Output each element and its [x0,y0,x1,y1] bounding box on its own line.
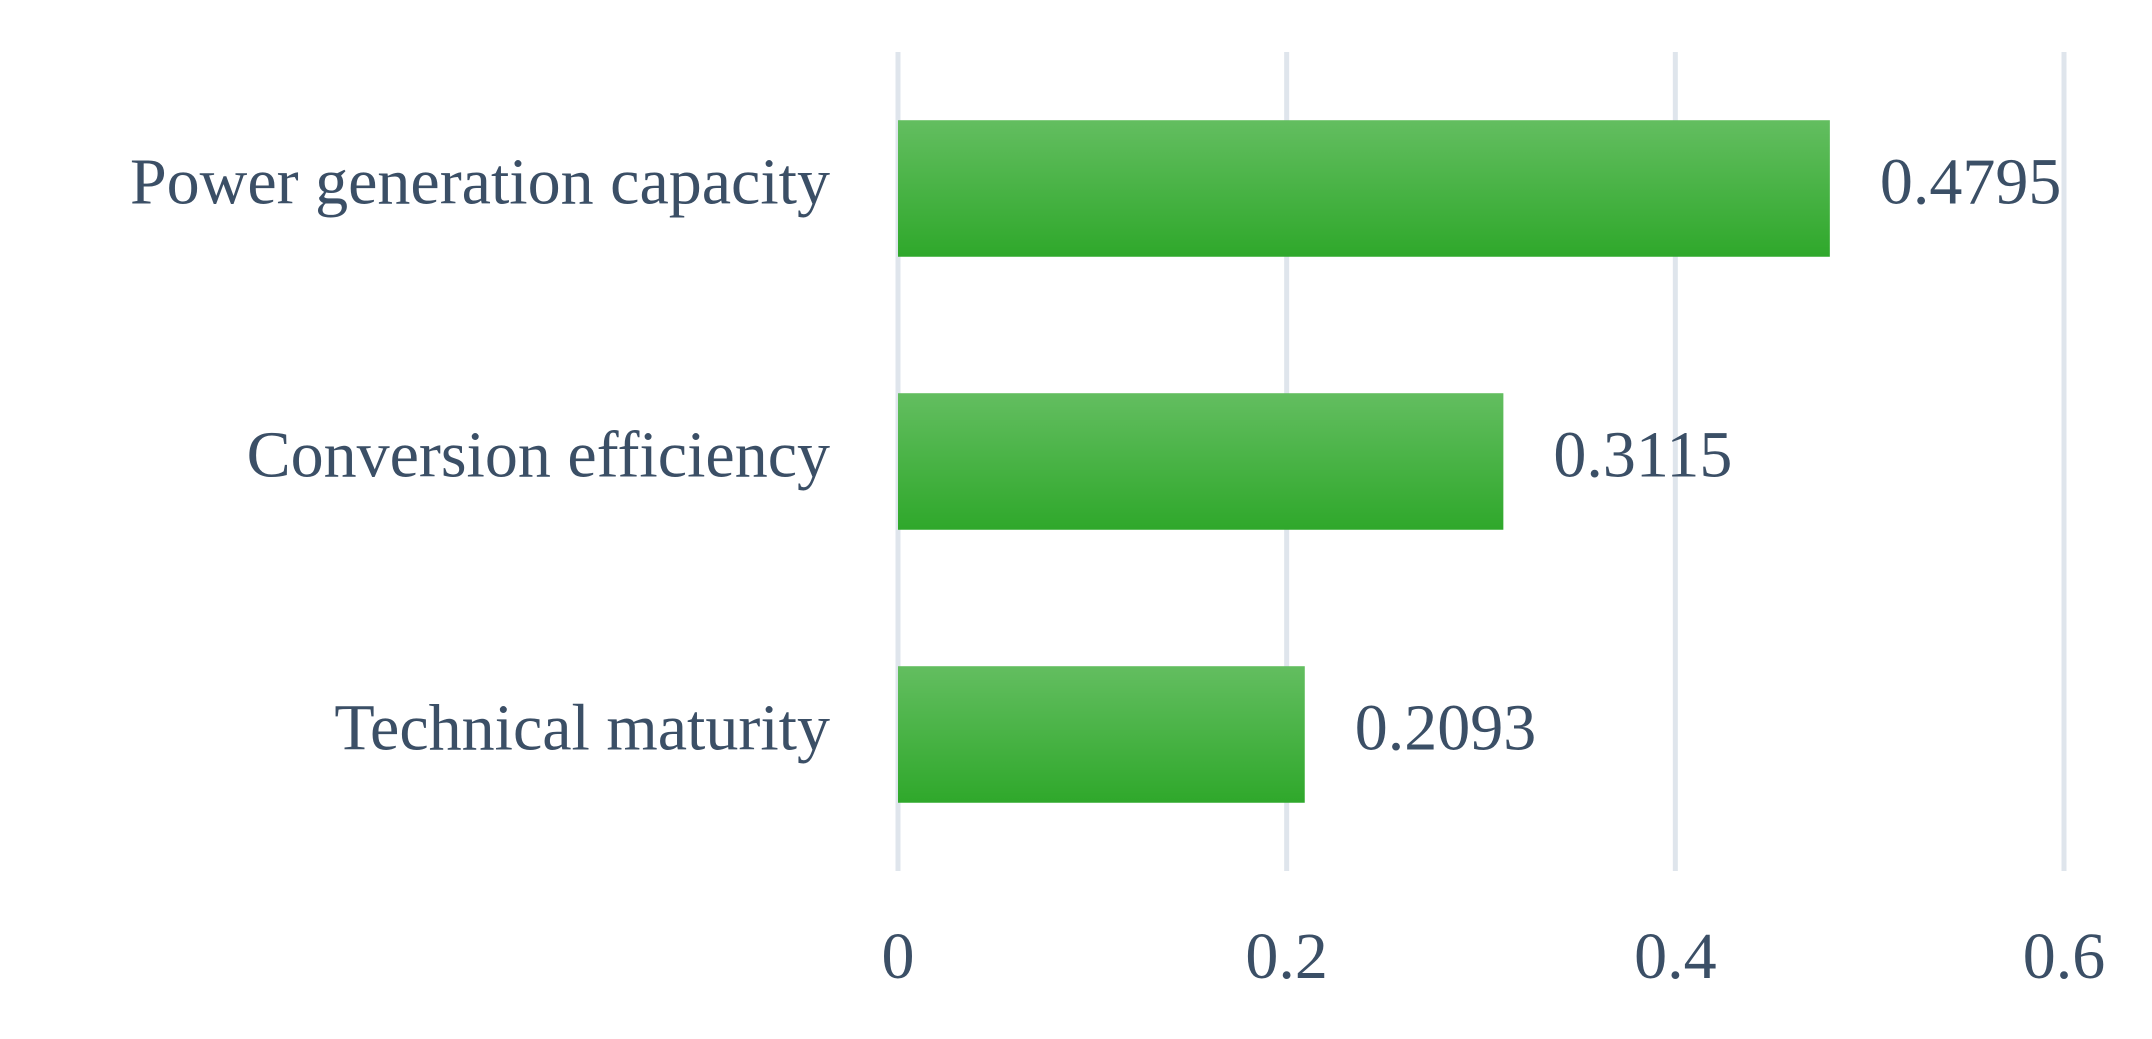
bar-sheen [898,393,1504,530]
y-tick-label: Conversion efficiency [247,419,830,492]
value-label: 0.4795 [1880,146,2062,219]
y-tick-label: Power generation capacity [130,146,830,219]
y-tick-label: Technical maturity [334,692,830,765]
value-label: 0.2093 [1355,692,1537,765]
x-tick-label: 0.2 [1245,920,1328,993]
bar-sheen [898,666,1305,803]
bar-sheen [898,120,1830,257]
x-tick-label: 0 [882,920,915,993]
x-tick-label: 0.6 [2023,920,2106,993]
value-label: 0.3115 [1553,419,1732,492]
x-tick-label: 0.4 [1634,920,1717,993]
